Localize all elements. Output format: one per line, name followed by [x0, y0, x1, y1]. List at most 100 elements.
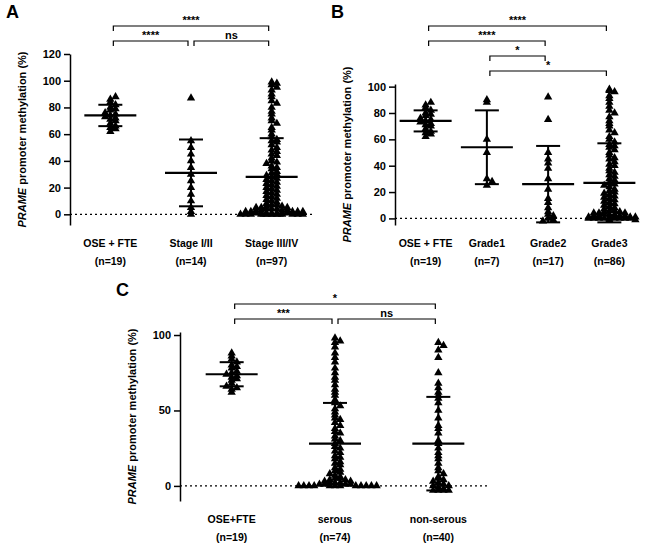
data-point	[268, 96, 276, 103]
data-point	[273, 119, 281, 126]
error-cap	[597, 221, 621, 223]
tick-mark	[64, 107, 70, 109]
error-cap	[414, 130, 438, 132]
error-cap	[260, 215, 284, 217]
data-point	[187, 93, 195, 100]
category-label: Grade2	[530, 237, 566, 249]
error-cap	[597, 142, 621, 144]
significance-bracket	[113, 26, 268, 31]
tick-mark	[64, 214, 70, 216]
data-point	[336, 421, 344, 428]
significance-label: ****	[142, 29, 160, 41]
significance-label: ****	[182, 14, 200, 26]
tick: 120	[43, 48, 70, 60]
data-point	[434, 353, 442, 360]
data-point	[299, 210, 307, 217]
significance-label: *	[546, 59, 551, 71]
category-label: Stage III/IV	[245, 237, 298, 249]
significance-bracket	[235, 304, 436, 309]
tick-label: 60	[374, 133, 386, 145]
error-cap	[536, 145, 560, 147]
data-point	[236, 210, 244, 217]
tick-mark	[64, 134, 70, 136]
data-point	[228, 348, 236, 355]
error-cap	[323, 402, 347, 404]
axis-line	[180, 333, 182, 502]
tick-label: 40	[49, 155, 61, 167]
tick-mark	[389, 139, 395, 141]
error-cap	[414, 109, 438, 111]
tick-mark	[389, 192, 395, 194]
category-label: Stage I/II	[169, 237, 212, 249]
sample-size-label: (n=86)	[594, 255, 625, 267]
tick: 80	[49, 101, 70, 113]
data-point	[111, 92, 119, 99]
tick: 0	[380, 212, 395, 224]
tick-mark	[64, 161, 70, 163]
mean-line	[246, 176, 298, 178]
mean-line	[583, 182, 635, 184]
tick-label: 0	[380, 212, 386, 224]
plot: 050100PRAME promoter methylation (%)OSE+…	[126, 292, 490, 543]
data-point	[294, 481, 302, 488]
marks	[180, 333, 490, 493]
tick-label: 20	[374, 186, 386, 198]
plot: 020406080100PRAME promoter methylation (…	[341, 14, 640, 267]
significance-label: *	[515, 44, 520, 56]
mean-line	[400, 120, 452, 122]
category-label: non-serous	[410, 513, 467, 525]
tick-label: 120	[43, 48, 61, 60]
y-axis: 020406080100120	[43, 48, 71, 225]
significance-bracket	[429, 41, 546, 46]
significance-bracket	[490, 71, 607, 76]
error-cap	[426, 396, 450, 398]
category-label: serous	[318, 513, 353, 525]
sample-size-label: (n=74)	[319, 531, 350, 543]
y-axis-title-part: PRAME	[341, 202, 353, 242]
mean-line	[461, 146, 513, 148]
data-point	[483, 98, 491, 105]
error-cap	[426, 489, 450, 491]
error-cap	[98, 125, 122, 127]
tick-mark	[64, 80, 70, 82]
data-point	[439, 341, 447, 348]
tick-label: 100	[368, 81, 386, 93]
sample-size-label: (n=19)	[95, 255, 126, 267]
y-axis-title-part: PRAME	[126, 464, 138, 504]
tick: 40	[49, 155, 70, 167]
mean-line	[84, 114, 136, 116]
significance-bracket	[429, 26, 607, 31]
sample-size-label: (n=97)	[256, 255, 287, 267]
panel: B020406080100PRAME promoter methylation …	[331, 2, 640, 267]
data-point	[262, 159, 270, 166]
mean-line	[412, 443, 464, 445]
significance-label: ***	[277, 307, 291, 319]
data-point	[445, 486, 453, 493]
tick-mark	[174, 486, 180, 488]
tick-label: 0	[165, 480, 171, 492]
panel: A020406080100120PRAME promoter methylati…	[6, 2, 312, 267]
tick-label: 20	[49, 182, 61, 194]
sample-size-label: (n=7)	[474, 255, 499, 267]
tick: 20	[49, 182, 70, 194]
tick: 20	[374, 186, 395, 198]
data-point	[610, 161, 618, 168]
tick-label: 50	[159, 404, 171, 416]
y-axis-title-part: promoter methylation (%)	[341, 66, 353, 203]
data-point	[549, 215, 557, 222]
significance-bracket	[194, 41, 269, 46]
y-axis: 050100	[153, 329, 181, 501]
error-cap	[475, 183, 499, 185]
axis-line	[70, 55, 72, 226]
data-point	[610, 145, 618, 152]
panel-title: A	[6, 2, 19, 22]
y-axis-title: PRAME promoter methylation (%)	[341, 66, 353, 242]
marks	[70, 77, 312, 216]
tick-mark	[389, 218, 395, 220]
tick: 80	[374, 107, 395, 119]
tick-mark	[389, 113, 395, 115]
y-axis: 020406080100	[368, 81, 396, 226]
panel-title: B	[331, 2, 344, 22]
category-label: OSE+FTE	[208, 513, 256, 525]
tick-mark	[389, 86, 395, 88]
